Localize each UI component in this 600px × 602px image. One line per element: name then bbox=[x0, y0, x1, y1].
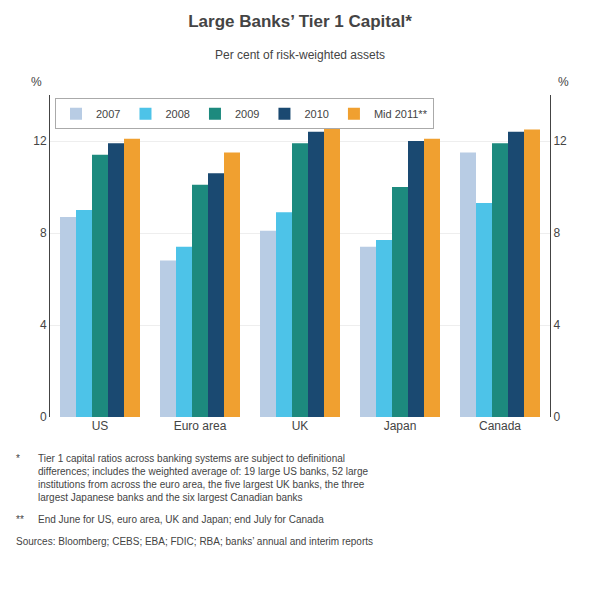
svg-text:2010: 2010 bbox=[304, 108, 328, 120]
svg-text:Euro area: Euro area bbox=[174, 419, 227, 433]
svg-text:%: % bbox=[31, 75, 42, 89]
svg-text:Tier 1 capital ratios across b: Tier 1 capital ratios across banking sys… bbox=[38, 453, 368, 503]
svg-text:2008: 2008 bbox=[165, 108, 189, 120]
svg-text:12: 12 bbox=[553, 134, 567, 148]
svg-text:Per cent of risk-weighted asse: Per cent of risk-weighted assets bbox=[215, 48, 385, 62]
svg-text:4: 4 bbox=[40, 318, 47, 332]
svg-text:0: 0 bbox=[553, 410, 560, 424]
svg-text:*: * bbox=[16, 453, 20, 464]
svg-text:2009: 2009 bbox=[235, 108, 259, 120]
svg-text:US: US bbox=[92, 419, 109, 433]
svg-text:0: 0 bbox=[40, 410, 47, 424]
svg-text:4: 4 bbox=[553, 318, 560, 332]
svg-text:End June for US, euro area, UK: End June for US, euro area, UK and Japan… bbox=[38, 514, 324, 525]
svg-text:12: 12 bbox=[33, 134, 47, 148]
svg-text:Sources: Bloomberg; CEBS; EBA;: Sources: Bloomberg; CEBS; EBA; FDIC; RBA… bbox=[16, 536, 373, 547]
svg-text:8: 8 bbox=[40, 226, 47, 240]
svg-text:Large Banks’ Tier 1 Capital*: Large Banks’ Tier 1 Capital* bbox=[188, 12, 412, 31]
svg-text:UK: UK bbox=[292, 419, 309, 433]
svg-text:Mid 2011**: Mid 2011** bbox=[374, 108, 428, 120]
svg-text:Canada: Canada bbox=[479, 419, 521, 433]
svg-text:2007: 2007 bbox=[96, 108, 120, 120]
svg-text:8: 8 bbox=[553, 226, 560, 240]
svg-text:%: % bbox=[558, 75, 569, 89]
svg-text:**: ** bbox=[16, 514, 24, 525]
svg-text:Japan: Japan bbox=[384, 419, 417, 433]
